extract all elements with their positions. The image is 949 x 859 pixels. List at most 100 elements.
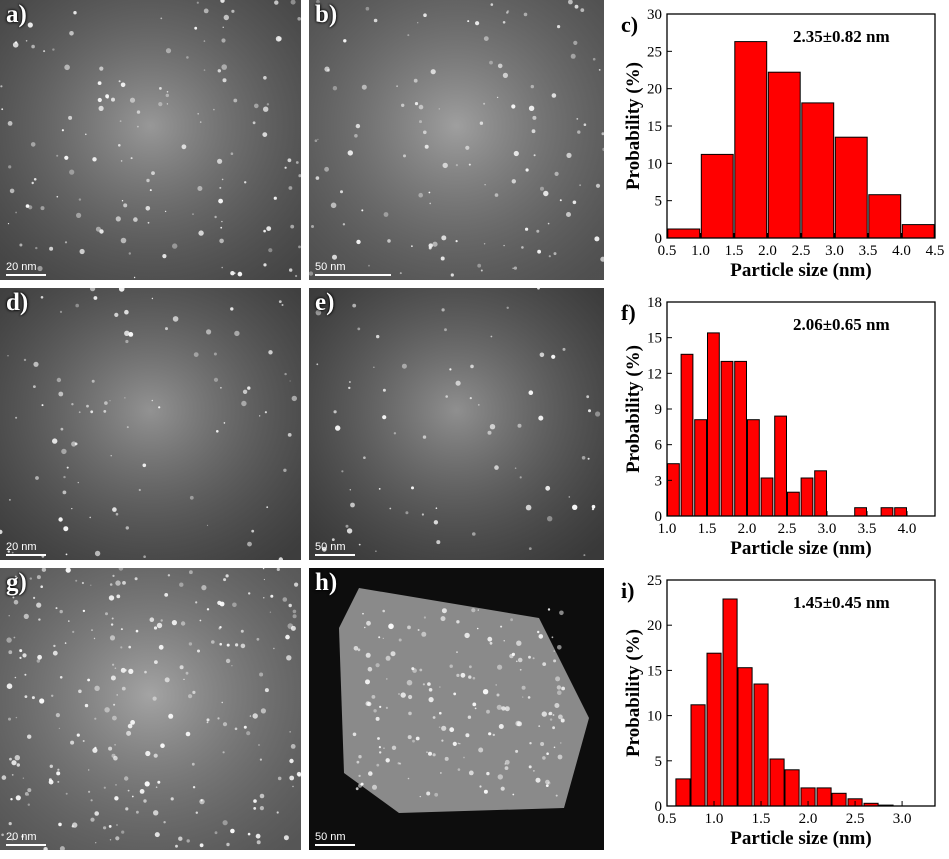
particle-dot <box>407 625 411 630</box>
y-tick-label: 12 <box>647 366 662 382</box>
particle-dot <box>35 246 38 250</box>
particle-dot <box>554 703 560 708</box>
particle-dot <box>57 768 60 771</box>
particle-dot <box>486 709 490 714</box>
particle-dot <box>185 731 191 737</box>
particle-dot <box>259 758 262 761</box>
particle-dot <box>263 597 265 599</box>
particle-dot <box>131 795 134 798</box>
particle-dot <box>542 756 546 760</box>
particle-dot <box>35 476 39 480</box>
particle-dot <box>515 749 519 753</box>
particle-dot <box>602 147 604 152</box>
particle-dot <box>365 652 371 658</box>
particle-dot <box>266 103 270 106</box>
y-tick-label: 9 <box>655 402 663 418</box>
histogram-bar <box>880 507 894 517</box>
particle-dot <box>482 689 489 695</box>
panel-label: e) <box>315 289 335 316</box>
particle-dot <box>222 26 224 28</box>
particle-dot <box>11 760 17 766</box>
particle-dot <box>110 623 114 626</box>
x-tick-label: 3.0 <box>893 811 912 827</box>
particle-dot <box>8 822 12 826</box>
particle-dot <box>397 762 400 765</box>
particle-dot <box>195 811 198 814</box>
particle-dot <box>530 84 534 89</box>
particle-dot <box>502 72 508 78</box>
particle-dot <box>522 696 524 698</box>
particle-dot <box>504 766 509 770</box>
particle-dot <box>331 538 335 541</box>
particle-dot <box>377 737 380 740</box>
particle-dot <box>65 553 68 556</box>
particle-dot <box>153 626 158 630</box>
x-tick-label: 2.0 <box>799 811 818 827</box>
histogram-c-svg: 0 5 10 15 20 25 30 0.5 1.0 1.5 2.0 2.5 3.0 3.5 4.0 4.5 P… <box>621 7 944 281</box>
particle-dot <box>489 60 493 65</box>
particle-dot <box>90 288 96 292</box>
micrograph-shading <box>0 288 301 560</box>
particle-dot <box>217 717 220 720</box>
x-tick-label: 3.5 <box>859 243 878 259</box>
particle-dot <box>128 332 134 337</box>
particle-dot <box>289 775 295 781</box>
particle-dot <box>94 811 99 816</box>
particle-dot <box>9 757 12 761</box>
micrograph-g: g) 20 nm <box>0 568 301 850</box>
particle-dot <box>538 725 541 727</box>
particle-dot <box>539 352 545 358</box>
micrograph-b: b) 50 nm <box>309 0 604 280</box>
particle-dot <box>497 63 503 69</box>
particle-dot <box>551 93 557 98</box>
particle-dot <box>56 195 59 198</box>
particle-dot <box>14 676 17 679</box>
particle-dot <box>521 246 524 249</box>
histogram-bar <box>854 507 867 517</box>
x-tick-label: 2.0 <box>758 243 777 259</box>
particle-dot <box>290 224 295 229</box>
particle-dot <box>129 97 136 103</box>
particle-dot <box>6 637 12 643</box>
particle-dot <box>335 425 341 431</box>
particle-dot <box>548 255 551 258</box>
particle-dot <box>423 13 427 17</box>
particle-dot <box>19 656 22 659</box>
particle-dot <box>112 507 117 512</box>
particle-dot <box>172 243 178 249</box>
x-tick-label: 2.5 <box>778 521 797 537</box>
particle-dot <box>253 799 257 803</box>
particle-dot <box>128 645 131 649</box>
particle-dot <box>223 422 226 424</box>
particle-dot <box>460 672 466 678</box>
particle-dot <box>58 391 64 397</box>
y-tick-label: 25 <box>647 44 662 60</box>
particle-dot <box>120 628 123 631</box>
particle-dot <box>598 69 601 71</box>
y-tick-label: 15 <box>647 663 662 679</box>
particle-dot <box>379 751 382 754</box>
particle-dot <box>262 568 265 570</box>
particle-dot <box>411 486 414 490</box>
particle-dot <box>149 617 155 622</box>
particle-dot <box>496 704 502 710</box>
particle-dot <box>367 666 373 672</box>
particle-dot <box>528 105 535 112</box>
particle-dot <box>393 432 397 435</box>
particle-dot <box>572 200 577 205</box>
particle-dot <box>510 618 513 622</box>
particle-dot <box>262 132 268 138</box>
particle-dot <box>477 609 479 611</box>
particle-dot <box>136 110 141 114</box>
particle-dot <box>89 516 91 519</box>
particle-dot <box>172 316 179 322</box>
particle-dot <box>363 456 366 459</box>
particle-dot <box>165 48 172 54</box>
particle-dot <box>580 8 585 13</box>
particle-dot <box>432 716 436 719</box>
particle-dot <box>14 755 20 761</box>
particle-dot <box>197 186 203 191</box>
particle-dot <box>191 762 195 766</box>
particle-dot <box>147 221 150 224</box>
particle-dot <box>533 770 535 772</box>
